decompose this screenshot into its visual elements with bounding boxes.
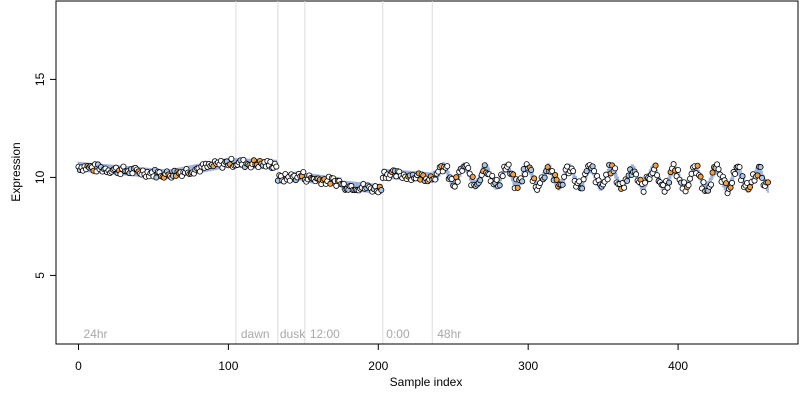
x-tick-label: 0 [75, 359, 82, 373]
data-point [664, 184, 671, 191]
annotation-label: 12:00 [310, 327, 340, 341]
data-point [687, 175, 694, 182]
data-point [514, 184, 521, 191]
y-tick-label: 5 [33, 272, 47, 279]
data-point [496, 182, 503, 189]
data-point [570, 168, 577, 175]
data-point [685, 182, 692, 189]
data-point [378, 187, 385, 194]
annotation-label: dusk [280, 327, 306, 341]
data-point [286, 177, 293, 184]
x-axis-title: Sample index [390, 375, 463, 389]
data-point [553, 176, 560, 183]
data-point [477, 177, 484, 184]
data-point [493, 176, 500, 183]
data-point [451, 183, 458, 190]
data-point [729, 179, 736, 186]
data-point [444, 163, 451, 170]
data-point [765, 179, 772, 186]
data-point [621, 184, 628, 191]
data-point [757, 164, 764, 171]
data-point [660, 182, 667, 189]
data-point [117, 171, 124, 178]
data-point [522, 171, 529, 178]
data-point [552, 171, 559, 178]
data-point [561, 173, 568, 180]
y-tick-label: 10 [33, 170, 47, 184]
annotation-label: dawn [241, 327, 270, 341]
x-tick-label: 200 [368, 359, 388, 373]
data-point [580, 176, 587, 183]
data-point [481, 162, 488, 169]
data-point [640, 188, 647, 195]
data-point [454, 178, 461, 185]
annotation-label: 24hr [83, 327, 107, 341]
data-point [739, 173, 746, 180]
data-point [340, 180, 347, 187]
data-point [528, 166, 535, 173]
data-point [591, 168, 598, 175]
data-point [579, 185, 586, 192]
annotation-label: 0:00 [386, 327, 410, 341]
data-point [273, 163, 280, 170]
data-point [228, 155, 235, 162]
x-axis: 0 100 200 300 400 [75, 343, 688, 373]
data-point [549, 168, 556, 175]
data-point [604, 176, 611, 183]
data-point [723, 180, 730, 187]
data-point [681, 179, 688, 186]
data-point [583, 168, 590, 175]
data-point [612, 165, 619, 172]
data-point [709, 169, 716, 176]
data-point [327, 180, 334, 187]
data-point [505, 161, 512, 168]
data-point [675, 166, 682, 173]
data-point [670, 161, 677, 168]
data-point [489, 172, 496, 179]
data-point [633, 171, 640, 178]
data-point [666, 179, 673, 186]
data-point [736, 164, 743, 171]
data-point [196, 168, 203, 175]
data-point [510, 171, 517, 178]
y-axis: 5 10 15 [33, 72, 57, 279]
data-point [541, 174, 548, 181]
data-point [624, 177, 631, 184]
data-point [700, 179, 707, 186]
data-point [652, 162, 659, 169]
data-point [531, 175, 538, 182]
annotations: 24hr dawn dusk 12:00 0:00 48hr [83, 327, 461, 341]
data-point [697, 173, 704, 180]
data-point [519, 178, 526, 185]
data-point [708, 181, 715, 188]
data-point [754, 172, 761, 179]
data-point [694, 162, 701, 169]
y-tick-label: 15 [33, 72, 47, 86]
data-point [759, 174, 766, 181]
data-point [661, 188, 668, 195]
data-point [715, 166, 722, 173]
annotation-label: 48hr [437, 327, 461, 341]
x-tick-label: 400 [668, 359, 688, 373]
data-point [642, 179, 649, 186]
data-point [300, 169, 307, 176]
data-point [469, 173, 476, 180]
data-point [654, 172, 661, 179]
data-point [732, 170, 739, 177]
x-tick-label: 300 [518, 359, 538, 373]
data-point [465, 164, 472, 171]
data-point [432, 176, 439, 183]
x-tick-label: 100 [218, 359, 238, 373]
data-point [129, 170, 136, 177]
data-point [499, 173, 506, 180]
data-point [747, 184, 754, 191]
data-point [559, 181, 566, 188]
data-points [75, 155, 772, 197]
data-point [714, 161, 721, 168]
y-axis-title: Expression [9, 142, 23, 201]
